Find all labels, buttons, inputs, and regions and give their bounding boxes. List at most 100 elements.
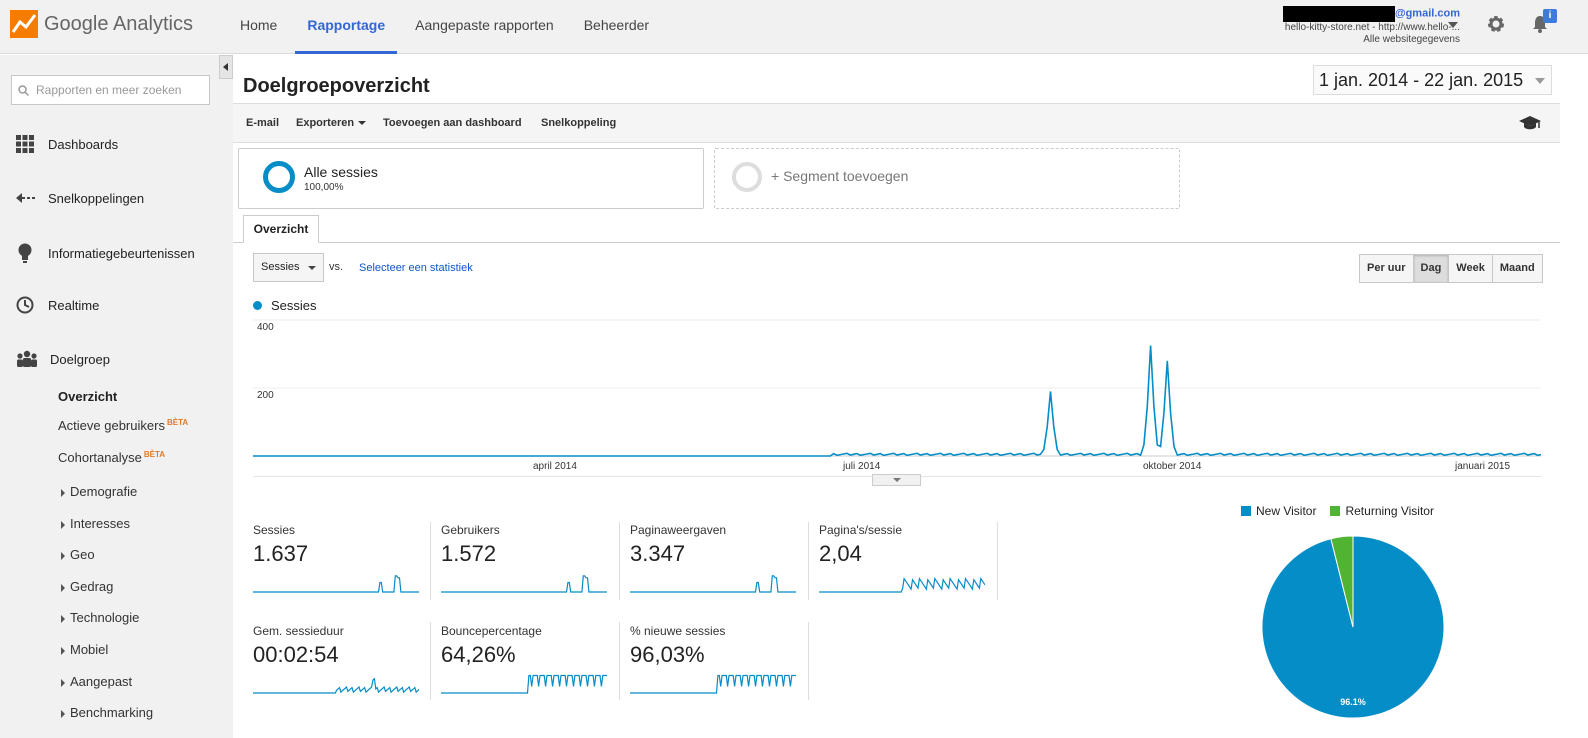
account-selector[interactable]: @gmail.com hello-kitty-store.net - http:…	[1282, 6, 1460, 46]
search-icon	[18, 85, 29, 96]
sidebar-tree-interesses[interactable]: Interesses	[61, 516, 130, 531]
nav-rapportage[interactable]: Rapportage	[295, 0, 398, 54]
segment-name: Alle sessies	[304, 164, 378, 180]
sidebar-sub-cohortanalyse[interactable]: Cohortanalyse BÈTA	[58, 450, 165, 465]
metric-nieuwe-sessies[interactable]: % nieuwe sessies 96,03%	[630, 624, 808, 694]
add-segment-label: + Segment toevoegen	[771, 168, 909, 184]
visitor-pie-chart[interactable]: 96.1%	[1258, 532, 1448, 722]
segment-all-sessions[interactable]: Alle sessies 100,00%	[238, 148, 704, 209]
x-tick-label: april 2014	[533, 461, 577, 472]
sidebar-item-informatiegebeurtenissen[interactable]: Informatiegebeurtenissen	[16, 242, 195, 264]
divider	[619, 622, 620, 700]
metric-value: 00:02:54	[253, 642, 339, 667]
legend-swatch-icon	[1241, 506, 1251, 516]
beta-badge: BÈTA	[166, 418, 189, 427]
metric-gem-sessieduur[interactable]: Gem. sessieduur 00:02:54	[253, 624, 431, 694]
period-per-uur-button[interactable]: Per uur	[1359, 254, 1414, 283]
account-view: Alle websitegegevens	[1363, 34, 1460, 45]
sidebar-item-label: Snelkoppelingen	[48, 190, 145, 206]
beta-badge: BÈTA	[143, 450, 166, 459]
divider	[997, 522, 998, 600]
account-property: hello-kitty-store.net - http://www.hello…	[1284, 22, 1460, 33]
account-dropdown-icon[interactable]	[1448, 22, 1458, 28]
sidebar-tree-mobiel[interactable]: Mobiel	[61, 642, 108, 657]
sidebar-sub-overzicht[interactable]: Overzicht	[58, 389, 118, 404]
sidebar-tree-aangepast[interactable]: Aangepast	[61, 674, 132, 689]
scrollbar[interactable]	[1560, 55, 1588, 738]
nav-beheerder[interactable]: Beheerder	[583, 17, 650, 33]
chart-legend: Sessies	[253, 298, 317, 313]
sidebar-tree-demografie[interactable]: Demografie	[61, 484, 137, 499]
metric-value: 96,03%	[630, 642, 705, 667]
metric-sessies[interactable]: Sessies 1.637	[253, 523, 431, 593]
sidebar-tree-geo[interactable]: Geo	[61, 547, 95, 562]
tab-overzicht[interactable]: Overzicht	[243, 215, 319, 243]
sidebar-item-doelgroep[interactable]: Doelgroep	[16, 350, 110, 368]
sessions-line-chart[interactable]	[253, 315, 1541, 477]
period-dag-button[interactable]: Dag	[1412, 254, 1450, 283]
nav-aangepaste-rapporten[interactable]: Aangepaste rapporten	[415, 17, 554, 33]
pie-slice-label: 96.1%	[1340, 697, 1366, 707]
legend-returning-visitor: Returning Visitor	[1345, 504, 1434, 518]
period-week-button[interactable]: Week	[1448, 254, 1493, 283]
sidebar-tree-technologie[interactable]: Technologie	[61, 610, 139, 625]
metric-sparkline	[441, 674, 607, 694]
sidebar-item-label: Realtime	[48, 297, 100, 313]
main-content: Doelgroepoverzicht 1 jan. 2014 - 22 jan.…	[233, 55, 1588, 738]
chart-resize-handle[interactable]	[872, 474, 921, 486]
y-tick-label: 400	[257, 322, 274, 333]
divider	[808, 622, 809, 700]
sparkline-path	[630, 575, 796, 593]
divider	[808, 522, 809, 600]
metric-label: Gem. sessieduur	[253, 624, 344, 638]
vs-label: vs.	[329, 261, 344, 273]
top-bar: Google Analytics Home Rapportage Aangepa…	[0, 0, 1588, 54]
tab-divider	[233, 242, 1560, 243]
export-button[interactable]: Exporteren	[296, 117, 367, 129]
sidebar-tree-benchmarking[interactable]: Benchmarking	[61, 705, 153, 720]
date-range-picker[interactable]: 1 jan. 2014 - 22 jan. 2015	[1313, 65, 1553, 95]
sidebar-item-realtime[interactable]: Realtime	[16, 296, 99, 314]
metric-value: 64,26%	[441, 642, 516, 667]
metric-bouncepercentage[interactable]: Bouncepercentage 64,26%	[441, 624, 619, 694]
redacted-account-name	[1282, 6, 1395, 22]
gear-icon[interactable]	[1486, 14, 1506, 34]
sidebar-sub-label: Actieve gebruikers	[58, 418, 165, 433]
shortcut-button[interactable]: Snelkoppeling	[541, 117, 617, 129]
add-segment-button[interactable]: + Segment toevoegen	[714, 148, 1180, 209]
email-button[interactable]: E-mail	[246, 117, 280, 129]
metric-label: % nieuwe sessies	[630, 624, 726, 638]
search-input[interactable]: Rapporten en meer zoeken	[11, 75, 210, 105]
select-statistic-link[interactable]: Selecteer een statistiek	[359, 262, 473, 274]
metric-value: 1.572	[441, 541, 497, 566]
metric-sparkline	[253, 575, 419, 593]
metric-select[interactable]: Sessies	[253, 253, 324, 282]
period-maand-button[interactable]: Maand	[1491, 254, 1543, 283]
sidebar-tree-gedrag[interactable]: Gedrag	[61, 579, 113, 594]
sidebar-item-dashboards[interactable]: Dashboards	[16, 135, 118, 153]
metric-paginaweergaven[interactable]: Paginaweergaven 3.347	[630, 523, 808, 593]
sidebar-sub-actieve-gebruikers[interactable]: Actieve gebruikers BÈTA	[58, 418, 188, 433]
metric-value: 1.637	[253, 541, 309, 566]
segment-ring-icon	[732, 162, 762, 192]
period-selector: Per uur Dag Week Maand	[1359, 254, 1543, 283]
nav-home[interactable]: Home	[240, 17, 278, 33]
metric-label: Pagina's/sessie	[819, 523, 903, 537]
sidebar-item-label: Dashboards	[48, 136, 119, 152]
sparkline-path	[253, 677, 419, 694]
chevron-down-icon	[358, 121, 367, 126]
metric-paginas-per-sessie[interactable]: Pagina's/sessie 2,04	[819, 523, 997, 593]
google-analytics-logo[interactable]: Google Analytics	[10, 10, 193, 38]
grid-icon	[16, 135, 34, 153]
report-toolbar: E-mail Exporteren Toevoegen aan dashboar…	[233, 103, 1560, 143]
divider	[430, 622, 431, 700]
sidebar-item-snelkoppelingen[interactable]: Snelkoppelingen	[16, 189, 144, 207]
metric-gebruikers[interactable]: Gebruikers 1.572	[441, 523, 619, 593]
metric-sparkline	[630, 575, 796, 593]
sidebar-collapse-button[interactable]	[219, 55, 233, 79]
sidebar-item-label: Informatiegebeurtenissen	[48, 245, 195, 261]
add-to-dashboard-button[interactable]: Toevoegen aan dashboard	[383, 117, 522, 129]
metric-sparkline	[441, 575, 607, 593]
graduation-cap-icon[interactable]	[1519, 115, 1541, 131]
sessions-series-line	[253, 345, 1541, 457]
